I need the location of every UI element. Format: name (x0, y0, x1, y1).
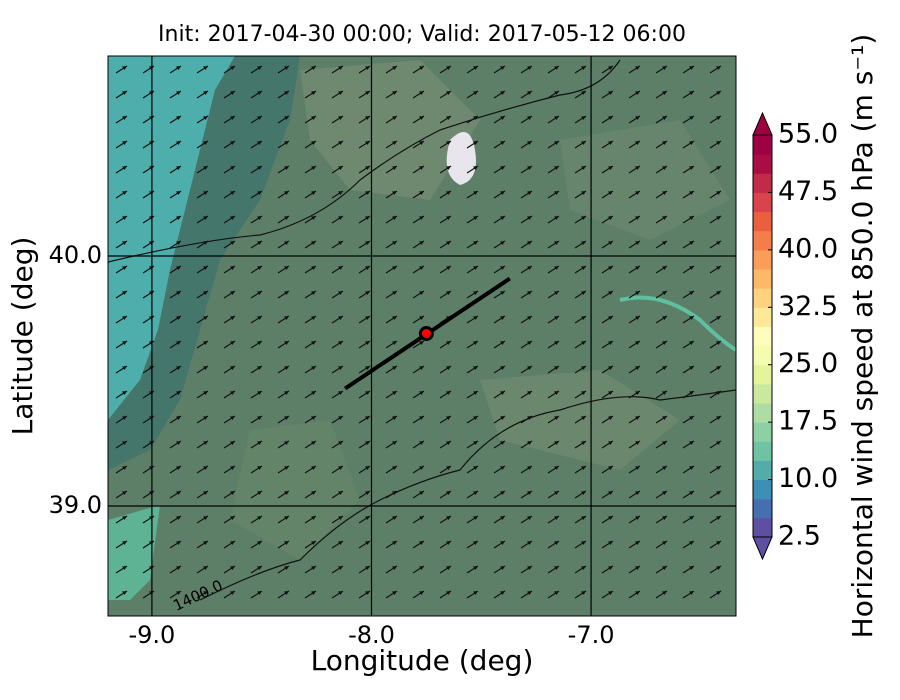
colorbar-tick-label: 10.0 (778, 463, 838, 494)
colorbar-band (753, 345, 772, 366)
colorbar-band (753, 441, 772, 461)
colorbar-band (753, 498, 772, 519)
colorbar-label: Horizontal wind speed at 850.0 hPa (m s⁻… (846, 34, 879, 639)
colorbar-band (753, 364, 772, 385)
colorbar-band (753, 479, 772, 500)
colorbar-frame (752, 134, 773, 538)
colorbar-band (753, 307, 772, 327)
colorbar-band (753, 383, 772, 404)
y-tick-label: 40.0 (49, 241, 102, 269)
colorbar-band (753, 211, 772, 232)
colorbar-tick-label: 40.0 (778, 233, 838, 264)
x-tick-label: -8.0 (348, 621, 395, 649)
colorbar-band (753, 249, 772, 270)
plot-frame (107, 55, 737, 617)
colorbar-band (753, 154, 772, 174)
map-background (108, 56, 736, 616)
colorbar-band (753, 269, 772, 289)
colorbar-tick-label: 55.0 (778, 119, 838, 150)
colorbar-band (753, 288, 772, 308)
colorbar-band (753, 173, 772, 193)
colorbar-band (753, 517, 772, 538)
colorbar-band (753, 403, 772, 423)
colorbar-band (753, 230, 772, 251)
y-axis-label: Latitude (deg) (6, 237, 39, 436)
colorbar-tick-label: 25.0 (778, 348, 838, 379)
colorbar-band (753, 192, 772, 213)
colorbar-band (753, 422, 772, 442)
colorbar-band (753, 326, 772, 347)
colorbar-tick-label: 17.5 (778, 406, 838, 437)
colorbar-tick-label: 47.5 (778, 176, 838, 207)
colorbar-band (753, 135, 772, 155)
location-point (418, 326, 434, 341)
x-tick-label: -9.0 (129, 621, 176, 649)
colorbar-tick-label: 32.5 (778, 291, 838, 322)
y-tick-label: 39.0 (49, 491, 102, 519)
x-axis-label: Longitude (deg) (311, 644, 534, 677)
colorbar-band (753, 460, 772, 481)
colorbar-tick-label: 2.5 (778, 521, 821, 552)
x-tick-label: -7.0 (568, 621, 615, 649)
chart-title: Init: 2017-04-30 00:00; Valid: 2017-05-1… (158, 22, 686, 47)
colorbar-extend-high (752, 111, 773, 136)
colorbar-extend-low (752, 536, 773, 561)
